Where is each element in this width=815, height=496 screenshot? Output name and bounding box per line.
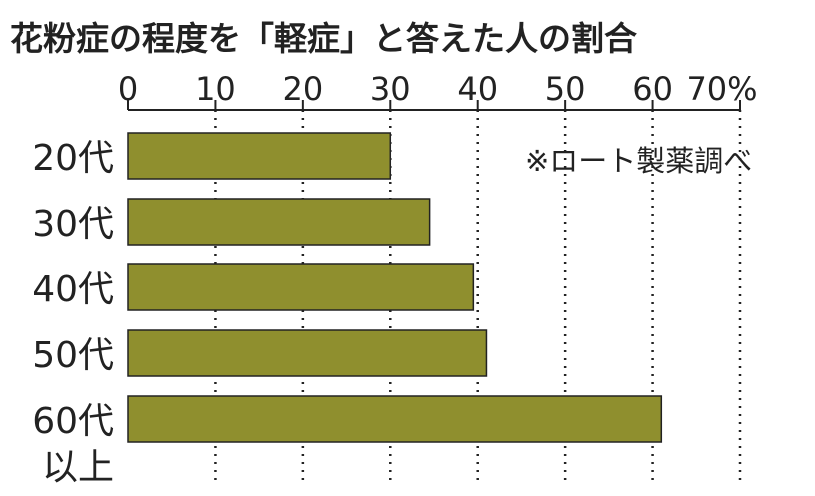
tick-label: 10	[195, 70, 236, 108]
bar	[127, 395, 663, 443]
bar	[127, 198, 431, 246]
tick-label: 50	[545, 70, 586, 108]
bar	[127, 132, 392, 180]
source-note: ※ロート製薬調べ	[525, 144, 752, 178]
category-label: 30代	[32, 204, 114, 245]
tick-label: 20	[282, 70, 323, 108]
tick-label: 40	[457, 70, 498, 108]
tick-label: 0	[118, 70, 138, 108]
tick-label: 60	[632, 70, 673, 108]
category-label: 60代	[32, 401, 114, 442]
tick-label: 30	[370, 70, 411, 108]
category-label: 20代	[32, 138, 114, 179]
x-axis: 0 10 20 30 40 50 60 70%	[118, 70, 758, 111]
category-label: 50代	[32, 335, 114, 376]
tick-label: 70%	[686, 70, 757, 108]
bars	[127, 132, 663, 443]
chart-title: 花粉症の程度を「軽症」と答えた人の割合	[10, 19, 637, 58]
bar	[127, 329, 488, 377]
category-label: 以上	[42, 447, 114, 488]
category-label: 40代	[32, 269, 114, 310]
bar	[127, 263, 475, 311]
